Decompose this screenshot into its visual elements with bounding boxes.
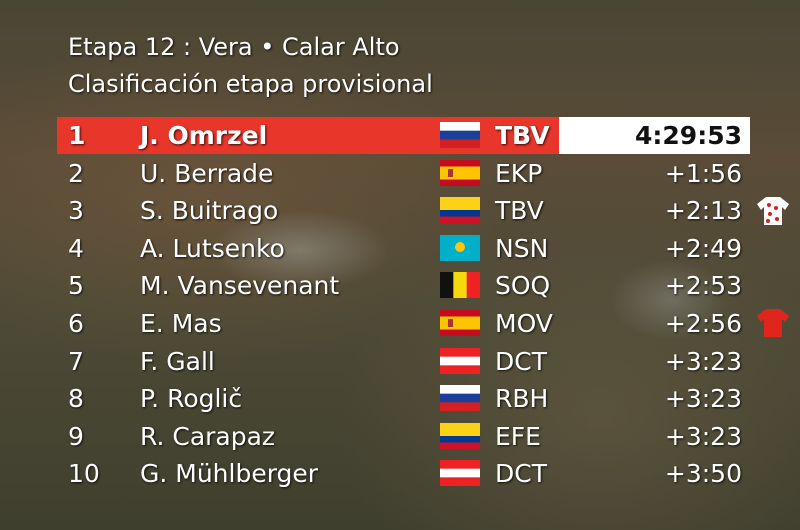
position: 6 [68, 309, 84, 338]
position: 8 [68, 384, 84, 414]
position: 9 [68, 421, 84, 451]
flag [440, 422, 480, 449]
position: 4 [68, 233, 84, 263]
time: +3:23 [664, 421, 742, 451]
leader-bar [57, 117, 559, 154]
team: DCT [495, 346, 547, 376]
flag [440, 272, 480, 299]
subtitle: Clasificación etapa provisional [68, 70, 433, 98]
team: EKP [495, 158, 543, 188]
team: TBV [495, 121, 550, 150]
position: 7 [68, 346, 84, 376]
time: +2:49 [664, 233, 742, 263]
team: EFE [495, 421, 541, 451]
time: +3:50 [664, 459, 742, 489]
rider-name: M. Vansevenant [140, 271, 340, 301]
leader-time-box [559, 117, 750, 154]
rider-name: P. Roglič [140, 384, 243, 414]
team: TBV [495, 196, 544, 226]
flag [440, 159, 480, 186]
position: 10 [68, 459, 100, 489]
position: 5 [68, 271, 84, 301]
time: +2:56 [664, 309, 742, 338]
rider-name: U. Berrade [140, 158, 274, 188]
team: NSN [495, 233, 549, 263]
flag [440, 310, 480, 336]
position: 3 [68, 196, 84, 226]
rider-name: G. Mühlberger [140, 459, 319, 489]
rider-name: A. Lutsenko [140, 233, 285, 263]
flag [440, 122, 480, 148]
time: +3:23 [664, 346, 742, 376]
rider-name: R. Carapaz [140, 421, 276, 451]
flag [440, 460, 480, 487]
flag [440, 385, 480, 412]
rider-name: F. Gall [140, 346, 215, 376]
team: DCT [495, 459, 547, 489]
time: +2:53 [664, 271, 742, 301]
position: 2 [68, 158, 84, 188]
rider-name: S. Buitrago [140, 196, 279, 226]
team: RBH [495, 384, 549, 414]
title: Etapa 12 : Vera • Calar Alto [68, 33, 400, 61]
time: +3:23 [664, 384, 742, 414]
leader-jersey [757, 309, 789, 337]
flag [440, 234, 480, 261]
kom-jersey [757, 197, 789, 225]
rider-name: J. Omrzel [140, 121, 268, 150]
team: MOV [495, 309, 553, 338]
time: 4:29:53 [635, 121, 742, 150]
flag [440, 347, 480, 374]
team: SOQ [495, 271, 551, 301]
rider-name: E. Mas [140, 309, 222, 338]
position: 1 [68, 121, 86, 150]
flag [440, 197, 480, 224]
time: +2:13 [664, 196, 742, 226]
time: +1:56 [664, 158, 742, 188]
